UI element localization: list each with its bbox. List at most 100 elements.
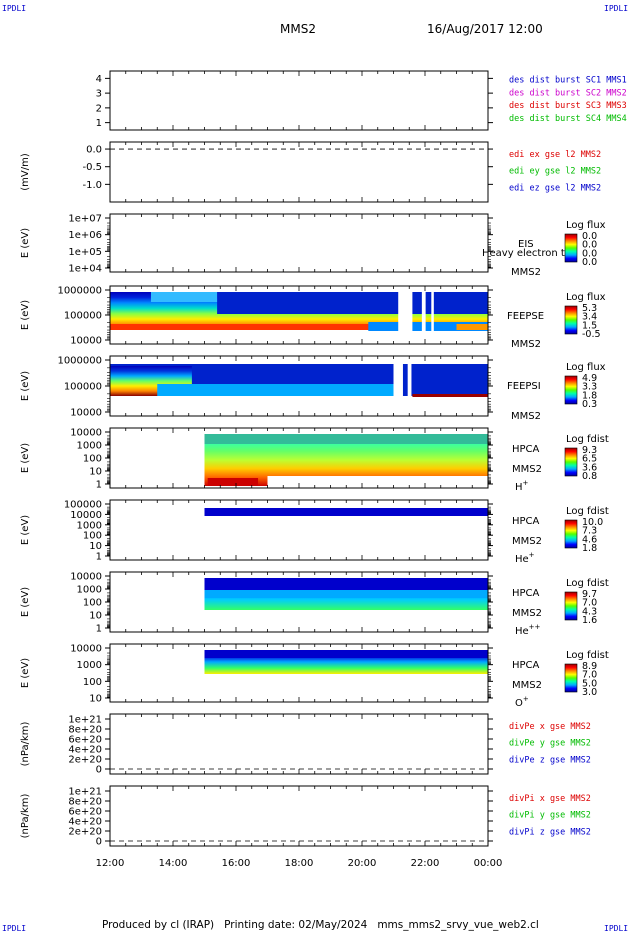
legend-entry: divPe y gse MMS2	[509, 739, 591, 749]
y-tick-label: 100	[83, 598, 102, 609]
time-tick-label: 22:00	[411, 858, 440, 869]
colorbar-label: 1.6	[582, 615, 597, 626]
instrument-note: Heavy electron to	[482, 248, 571, 259]
panel-frame-divpi	[109, 785, 489, 847]
y-tick-label: 10000	[70, 572, 102, 583]
y-axis-label: (mV/m)	[20, 153, 31, 191]
colorbar	[564, 447, 578, 477]
hpca-o-top	[204, 650, 488, 658]
panel-frame-edi	[109, 141, 489, 203]
colorbar	[564, 375, 578, 405]
y-axis-label: E (eV)	[20, 371, 31, 401]
panel-frame-divpe	[109, 713, 489, 775]
species-label: O+	[515, 695, 529, 709]
y-tick-label: 0	[96, 765, 102, 776]
y-tick-label: 2e+20	[68, 755, 102, 766]
colorbar-label: 3.4	[582, 312, 597, 323]
y-tick-label: 1000	[77, 441, 102, 452]
y-tick-label: 1e+21	[68, 787, 102, 798]
y-tick-label: 4e+20	[68, 745, 102, 756]
y-tick-label: 1e+04	[68, 264, 102, 275]
spacecraft-label: MMS2	[512, 464, 542, 475]
colorbar-label: 3.0	[582, 687, 597, 698]
colorbar-title: Log fdist	[566, 506, 609, 517]
y-axis-label: (nPa/km)	[20, 794, 31, 839]
y-tick-label: 10000	[70, 408, 102, 419]
y-tick-label: 100000	[64, 382, 102, 393]
hpca_o-spectrogram	[204, 650, 488, 674]
species-charge: ++	[529, 623, 541, 631]
y-tick-label: 4	[96, 74, 102, 85]
colorbar-label: 0.0	[582, 248, 597, 259]
species-charge: +	[523, 695, 529, 703]
feepsi-bottom-empty	[110, 396, 488, 416]
footer-produced-by: Produced by cl (IRAP)	[102, 919, 215, 931]
y-tick-label: 10	[89, 611, 102, 622]
colorbar-label: 1.5	[582, 320, 597, 331]
y-tick-label: 1e+06	[68, 230, 102, 241]
hpca-he-top	[204, 508, 488, 516]
colorbar-label: -0.5	[582, 329, 601, 340]
data-gap	[407, 360, 412, 396]
y-tick-label: 0.0	[86, 145, 102, 156]
colorbar-label: 5.0	[582, 678, 597, 689]
footer: Produced by cl (IRAP) Printing date: 02/…	[102, 919, 539, 931]
legend-entry: edi ey gse l2 MMS2	[509, 167, 601, 177]
colorbar-title: Log flux	[566, 362, 606, 373]
footer-printing-date: Printing date: 02/May/2024	[224, 919, 368, 931]
colorbar-label: 0.0	[582, 257, 597, 268]
colorbar-label: 10.0	[582, 517, 603, 528]
hpca_he2-spectrogram	[204, 578, 488, 610]
legend-entry: des dist burst SC3 MMS3	[509, 101, 627, 111]
colorbar-label: 3.6	[582, 462, 597, 473]
y-tick-label: 100000	[64, 500, 102, 511]
colorbar-label: 0.8	[582, 471, 597, 482]
corner-label-bottom-left: IPDLI	[2, 924, 27, 933]
feepsi-mid	[157, 384, 394, 396]
y-axis-label: E (eV)	[20, 515, 31, 545]
y-axis-label: E (eV)	[20, 658, 31, 688]
legend-entry: edi ex gse l2 MMS2	[509, 150, 601, 160]
feepsi-spectrogram	[110, 356, 488, 416]
colorbar	[564, 663, 578, 693]
panel-frame-dist	[109, 70, 489, 131]
y-tick-label: 100	[83, 677, 102, 688]
time-tick-label: 14:00	[159, 858, 188, 869]
colorbar	[564, 519, 578, 549]
colorbar-label: 1.8	[582, 543, 597, 554]
spacecraft-label: MMS2	[511, 339, 541, 350]
data-gap	[421, 290, 426, 332]
hpca-h-top	[204, 434, 488, 444]
legend-entry: des dist burst SC1 MMS1	[509, 76, 627, 86]
y-axis-label: E (eV)	[20, 587, 31, 617]
y-tick-label: 6e+20	[68, 735, 102, 746]
spacecraft-label: MMS2	[511, 411, 541, 422]
hpca_he-spectrogram	[204, 508, 488, 516]
y-tick-label: 10	[89, 694, 102, 705]
y-tick-label: 1	[96, 480, 102, 491]
legend-entry: divPi z gse MMS2	[509, 827, 591, 837]
species-label: He+	[515, 551, 535, 565]
spacecraft-label: MMS2	[512, 680, 542, 691]
y-tick-label: 10	[89, 467, 102, 478]
hpca-he2-mid	[204, 590, 488, 598]
legend-entry: divPi y gse MMS2	[509, 811, 591, 821]
hpca-he2-top	[204, 578, 488, 590]
colorbar-label: 4.3	[582, 606, 597, 617]
colorbar-label: 0.0	[582, 240, 597, 251]
y-tick-label: 1e+05	[68, 247, 102, 258]
colorbar-title: Log fdist	[566, 650, 609, 661]
feepse-spectrogram	[110, 290, 488, 332]
panel-frame-eis	[109, 213, 489, 273]
y-tick-label: 1e+21	[68, 715, 102, 726]
y-tick-label: 10	[89, 541, 102, 552]
feepse-high-band	[217, 292, 488, 314]
colorbar-label: 9.7	[582, 589, 597, 600]
y-axis-label: E (eV)	[20, 443, 31, 473]
species-label: He++	[515, 623, 541, 637]
y-tick-label: 8e+20	[68, 725, 102, 736]
colorbar-label: 0.0	[582, 231, 597, 242]
colorbar	[564, 305, 578, 335]
y-tick-label: 1e+07	[68, 214, 102, 225]
